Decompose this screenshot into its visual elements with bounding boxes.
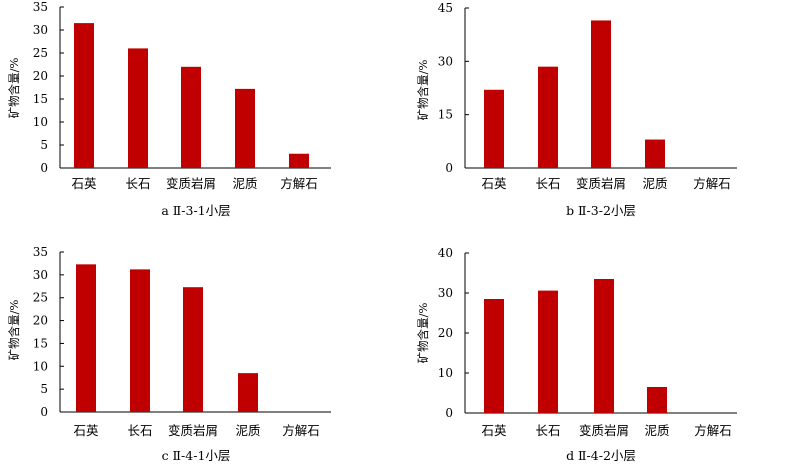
bar-b-0 — [484, 89, 504, 168]
bar-d-1 — [538, 290, 558, 413]
bar-c-3 — [238, 373, 258, 412]
bar-d-3 — [647, 387, 667, 413]
y-axis-label-d: 矿物含量/% — [416, 303, 430, 364]
y-tick-label-c: 0 — [40, 405, 48, 419]
bar-c-1 — [130, 269, 150, 412]
category-label-a: 变质岩屑 — [166, 176, 216, 191]
y-tick-label-d: 20 — [438, 326, 453, 340]
y-tick-label-b: 30 — [438, 54, 453, 68]
y-tick-label-a: 20 — [33, 69, 48, 83]
y-tick-label-d: 0 — [445, 406, 453, 420]
y-tick-label-d: 10 — [438, 366, 453, 380]
bar-a-2 — [181, 66, 201, 168]
y-tick-label-a: 15 — [33, 92, 48, 106]
category-label-b: 方解石 — [693, 176, 731, 191]
y-tick-label-a: 35 — [33, 0, 48, 14]
chart-panel-d: 矿物含量/% d Ⅱ-4-2小层 0 10 20 30 40 石英 长石 变质岩屑 泥质 方解石 — [416, 246, 737, 463]
y-tick-label-c: 10 — [33, 359, 48, 373]
chart-title-d: d Ⅱ-4-2小层 — [566, 448, 636, 463]
bar-a-4 — [289, 153, 309, 168]
y-tick-label-b: 0 — [445, 161, 453, 175]
bar-b-3 — [645, 139, 665, 168]
y-tick-label-a: 30 — [33, 23, 48, 37]
y-tick-label-c: 35 — [33, 245, 48, 259]
y-tick-label-c: 25 — [33, 291, 48, 305]
category-label-c: 方解石 — [282, 423, 320, 438]
category-label-a: 方解石 — [280, 176, 318, 191]
y-axis-label-c: 矿物含量/% — [7, 300, 21, 361]
y-axis-label-b: 矿物含量/% — [416, 60, 430, 121]
y-tick-label-b: 45 — [438, 1, 453, 15]
category-label-d: 长石 — [535, 423, 560, 438]
y-axis-label-a: 矿物含量/% — [7, 58, 21, 119]
y-tick-label-a: 5 — [40, 138, 48, 152]
category-label-c: 变质岩屑 — [168, 423, 218, 438]
bar-c-2 — [183, 287, 203, 412]
category-label-b: 泥质 — [642, 176, 667, 191]
y-tick-label-a: 0 — [40, 161, 48, 175]
chart-panel-c: 矿物含量/% c Ⅱ-4-1小层 0 5 10 15 20 25 30 35 石英 长石 变质岩屑 泥… — [7, 245, 331, 463]
category-label-a: 长石 — [125, 176, 150, 191]
category-label-a: 石英 — [71, 176, 97, 191]
category-label-d: 石英 — [481, 423, 507, 438]
category-label-d: 泥质 — [644, 423, 669, 438]
y-tick-label-d: 30 — [438, 286, 453, 300]
y-tick-label-d: 40 — [438, 246, 453, 260]
y-tick-label-b: 15 — [438, 108, 453, 122]
bar-b-2 — [591, 20, 611, 169]
bar-d-0 — [484, 299, 504, 413]
chart-title-a: a Ⅱ-3-1小层 — [161, 203, 230, 218]
y-tick-label-c: 5 — [40, 382, 48, 396]
category-label-b: 长石 — [535, 176, 560, 191]
category-label-c: 石英 — [73, 423, 99, 438]
category-label-d: 方解石 — [694, 423, 732, 438]
chart-panel-b: 矿物含量/% b Ⅱ-3-2小层 0 15 30 45 石英 长石 变质岩屑 泥质 方解石 — [416, 1, 737, 218]
bar-c-0 — [76, 264, 96, 412]
chart-title-c: c Ⅱ-4-1小层 — [162, 448, 231, 463]
y-tick-label-c: 30 — [33, 268, 48, 282]
bar-a-0 — [74, 23, 94, 168]
bar-a-3 — [235, 88, 255, 168]
y-tick-label-c: 20 — [33, 314, 48, 328]
y-tick-label-a: 25 — [33, 46, 48, 60]
category-label-c: 长石 — [127, 423, 152, 438]
bar-b-1 — [538, 66, 558, 168]
y-tick-label-a: 10 — [33, 115, 48, 129]
category-label-a: 泥质 — [232, 176, 257, 191]
category-label-d: 变质岩屑 — [579, 423, 629, 438]
y-tick-label-c: 15 — [33, 336, 48, 350]
bar-d-2 — [594, 279, 614, 413]
category-label-b: 变质岩屑 — [576, 176, 626, 191]
chart-title-b: b Ⅱ-3-2小层 — [566, 203, 636, 218]
bar-a-1 — [128, 48, 148, 168]
chart-panel-a: 矿物含量/% a Ⅱ-3-1小层 0 5 10 15 20 25 30 35 石英 长石 变质岩屑 泥… — [7, 0, 331, 218]
category-label-c: 泥质 — [235, 423, 260, 438]
category-label-b: 石英 — [481, 176, 507, 191]
